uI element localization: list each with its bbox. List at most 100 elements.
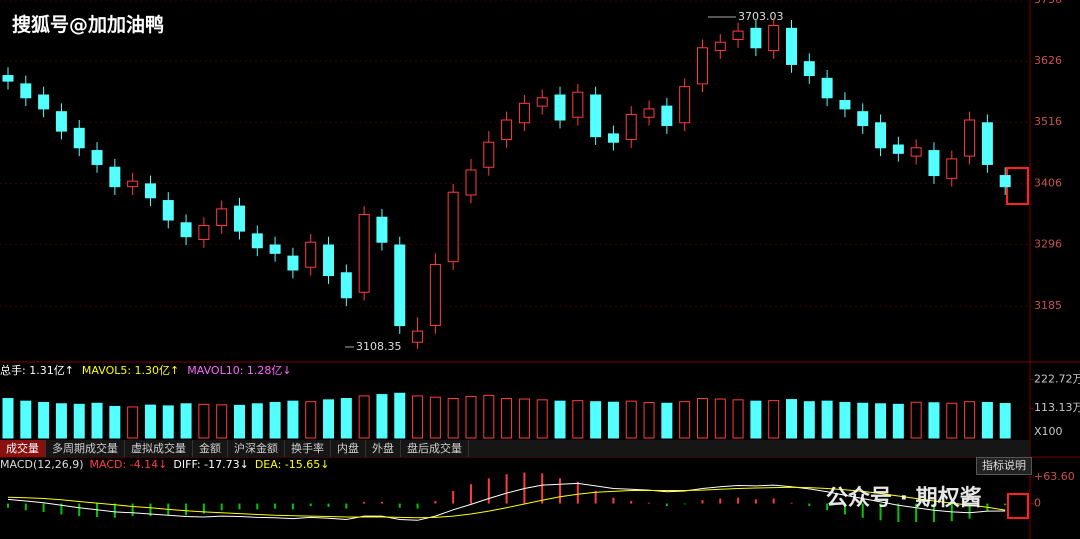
y-tick-label: 0 (1034, 497, 1041, 510)
volume-bar (233, 404, 245, 439)
candle-body (590, 94, 602, 138)
volume-bar (109, 405, 121, 439)
candle-body (732, 30, 744, 40)
candle-body (607, 133, 619, 143)
indicator-title: MACD(12,26,9) (0, 458, 84, 471)
volume-bar (465, 395, 477, 439)
volume-bar (821, 400, 833, 439)
volume-bar (162, 405, 174, 439)
volume-bar (696, 398, 708, 439)
candle-body (127, 180, 139, 188)
candle-body (946, 158, 958, 179)
candle-body (981, 122, 993, 165)
tab[interactable]: 换手率 (285, 440, 331, 457)
candle-body (714, 41, 726, 52)
volume-bar (376, 394, 388, 439)
candle-body (518, 102, 530, 124)
volume-bar (679, 401, 691, 439)
volume-bar (55, 403, 67, 439)
candle-body (821, 77, 833, 99)
indicator-help-button[interactable]: 指标说明 (976, 457, 1032, 475)
macd-line (7, 482, 1006, 521)
volume-bar (554, 400, 566, 439)
candle-body (839, 100, 851, 110)
candle-body (305, 241, 317, 268)
candle-body (447, 191, 459, 263)
candle-body (857, 111, 869, 127)
y-tick-label: 3516 (1034, 115, 1062, 128)
candle-body (376, 216, 388, 243)
candle-body (501, 119, 513, 140)
candle-body (679, 86, 691, 124)
volume-bar (536, 399, 548, 439)
volume-bar (305, 401, 317, 439)
tab[interactable]: 沪深金额 (228, 440, 285, 457)
volume-bar (839, 401, 851, 439)
volume-bar (412, 395, 424, 439)
candle-body (73, 127, 85, 149)
y-tick-label: 222.72万 (1034, 372, 1080, 385)
candle-body (910, 147, 922, 157)
tab[interactable]: 外盘 (366, 440, 401, 457)
candle-body (216, 208, 228, 227)
volume-bar (501, 398, 513, 439)
candle-body (20, 83, 32, 99)
candle-body (661, 105, 673, 127)
volume-bar (732, 399, 744, 439)
volume-bar (198, 403, 210, 439)
candle-body (875, 122, 887, 149)
high-annotation: 3703.03 (738, 10, 784, 23)
volume-bar (786, 399, 798, 439)
candle-body (91, 150, 103, 165)
candle-body (768, 25, 780, 52)
volume-bar (572, 400, 584, 439)
tab[interactable]: 内盘 (331, 440, 366, 457)
volume-bar (607, 401, 619, 439)
highlight-box (1007, 493, 1029, 519)
volume-bar (643, 401, 655, 439)
volume-bar (429, 396, 441, 439)
volume-bar (323, 399, 335, 439)
candle-body (554, 94, 566, 121)
y-tick-label: +63.60 (1034, 470, 1075, 483)
volume-bar (358, 395, 370, 439)
volume-bar (857, 402, 869, 439)
volume-bar (803, 401, 815, 439)
volume-bar (892, 403, 904, 439)
legend-entry: DIFF: -17.73↓ (173, 458, 248, 471)
volume-bar (946, 402, 958, 439)
volume-bar (144, 404, 156, 439)
watermark: 搜狐号@加加油鸭 (12, 14, 165, 36)
tab[interactable]: 盘后成交量 (401, 440, 469, 457)
candle-body (109, 166, 121, 188)
candle-body (180, 222, 192, 238)
candle-body (340, 272, 352, 299)
candle-body (750, 27, 762, 49)
y-tick-label: 3736 (1034, 0, 1062, 6)
candle-body (536, 97, 548, 107)
y-tick-label: 3185 (1034, 299, 1062, 312)
tab[interactable]: 虚拟成交量 (125, 440, 193, 457)
volume-bar (999, 403, 1011, 439)
volume-bar (768, 400, 780, 439)
tab-bar: 成交量 多周期成交量 虚拟成交量 金额 沪深金额 换手率 内盘 外盘 盘后成交量 (0, 440, 1030, 457)
volume-bar (447, 398, 459, 439)
candle-body (625, 113, 637, 140)
candle-body (2, 75, 14, 82)
candle-body (928, 150, 940, 177)
tab[interactable]: 多周期成交量 (46, 440, 125, 457)
tab[interactable]: 金额 (193, 440, 228, 457)
volume-bar (216, 404, 228, 439)
candle-body (892, 144, 904, 154)
candle-body (323, 244, 335, 277)
volume-bar (2, 398, 14, 439)
candle-body (358, 213, 370, 293)
candle-body (465, 169, 477, 196)
candle-body (412, 330, 424, 343)
candle-body (55, 111, 67, 132)
candle-body (287, 255, 299, 271)
tab[interactable]: 成交量 (0, 440, 46, 457)
candle-body (38, 94, 50, 110)
candle-body (964, 119, 976, 157)
